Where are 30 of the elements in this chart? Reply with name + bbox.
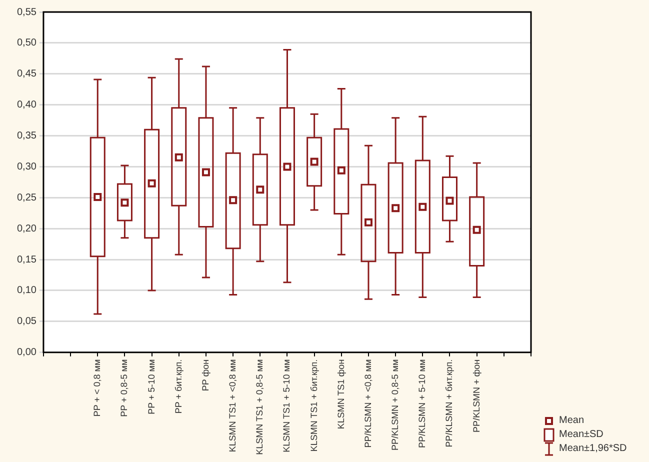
y-tick-label: 0,30 [16,161,37,172]
x-tick-label: PP/KLSMN + 0,8-5 мм [390,359,400,451]
y-tick-label: 0,45 [16,68,37,80]
y-tick-label: 0,25 [16,192,37,204]
y-tick-label: 0,05 [16,316,37,328]
y-tick-label: 0,35 [16,130,37,142]
text: Mean±SD [559,428,604,442]
x-tick-label: PP + < 0,8 мм [92,359,102,417]
y-tick-label: 0,15 [16,254,37,266]
y-tick-label: 0,40 [16,100,37,111]
y-tick-label: 0,20 [16,223,37,234]
y-tick-label: 0,10 [16,285,37,296]
x-tick-label: PP/KLSMN + <0,8 мм [362,359,373,448]
y-tick-label: 0,55 [16,6,37,18]
x-tick-label: PP + 0,8-5 мм [119,359,130,417]
x-tick-label: KLSMN TS1 + бит.крп. [308,359,319,452]
x-tick-label: PP + бит.крп. [173,359,184,414]
x-tick-label: KLSMN TS1 + 5-10 мм [282,359,292,452]
x-tick-label: KLSMN TS1 + <0,8 мм [228,359,238,452]
text: Mean [559,414,584,428]
x-tick-label: KLSMN TS1 фон [336,359,346,430]
x-tick-label: PP фон [200,359,210,392]
y-tick-label: 0,00 [16,347,37,358]
y-tick-label: 0,50 [16,38,37,49]
x-tick-label: PP/KLSMN + фон [471,359,482,432]
x-tick-label: PP/KLSMN + 5-10 мм [417,359,428,448]
x-tick-label: PP + 5-10 мм [146,359,156,414]
x-tick-label: PP/KLSMN + бит.крп. [444,359,454,448]
text: Mean±1,96*SD [559,442,627,456]
x-tick-label: KLSMN TS1 + 0,8-5 мм [254,359,265,455]
